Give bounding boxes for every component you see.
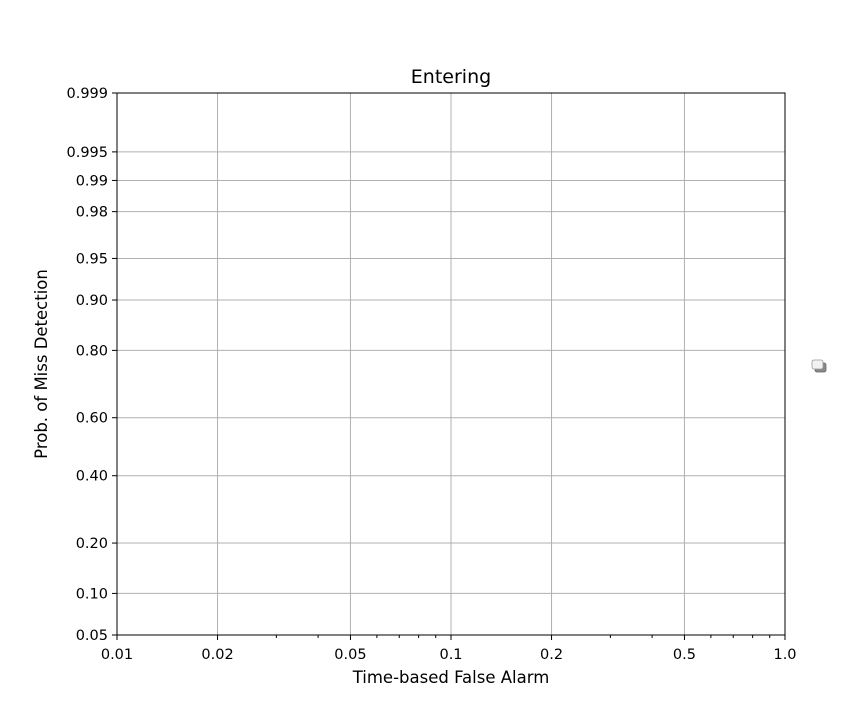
y-axis-label: Prob. of Miss Detection	[32, 269, 51, 459]
plot-area-frame	[116, 92, 786, 636]
y-tick-label: 0.995	[66, 145, 108, 161]
x-tick-label: 0.05	[334, 647, 366, 663]
y-tick-label: 0.999	[66, 86, 108, 102]
x-tick-label: 0.1	[439, 647, 462, 663]
x-tick-label: 1.0	[773, 647, 796, 663]
y-tick-label: 0.80	[76, 343, 108, 359]
y-tick-label: 0.05	[76, 628, 108, 644]
y-tick-label: 0.40	[76, 469, 108, 485]
x-tick-label: 0.01	[101, 647, 133, 663]
chart-title: Entering	[411, 66, 491, 88]
legend-icon	[811, 359, 827, 373]
y-tick-label: 0.20	[76, 536, 108, 552]
x-tick-label: 0.5	[673, 647, 696, 663]
x-axis-label: Time-based False Alarm	[352, 668, 550, 687]
y-tick-label: 0.99	[76, 173, 108, 189]
ticks-layer: 0.01 0.02 0.05 0.1 0.2 0.5 1.0 0.05 0.10 0.20 0.40…	[66, 86, 796, 663]
grid-layer	[116, 92, 786, 636]
x-tick-label: 0.02	[201, 647, 233, 663]
x-tick-label: 0.2	[540, 647, 563, 663]
y-tick-label: 0.90	[76, 293, 108, 309]
y-tick-label: 0.95	[76, 251, 108, 267]
y-tick-label: 0.98	[76, 205, 108, 221]
y-tick-label: 0.60	[76, 411, 108, 427]
y-tick-label: 0.10	[76, 586, 108, 602]
